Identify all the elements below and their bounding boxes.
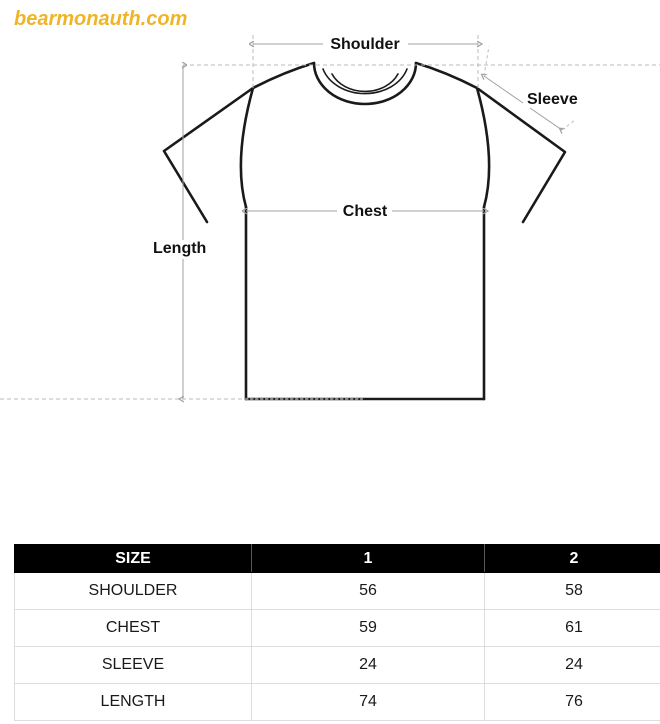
svg-text:Shoulder: Shoulder [330,36,399,53]
svg-text:Length: Length [153,240,206,257]
svg-text:Chest: Chest [343,203,388,220]
svg-text:Sleeve: Sleeve [527,91,578,108]
